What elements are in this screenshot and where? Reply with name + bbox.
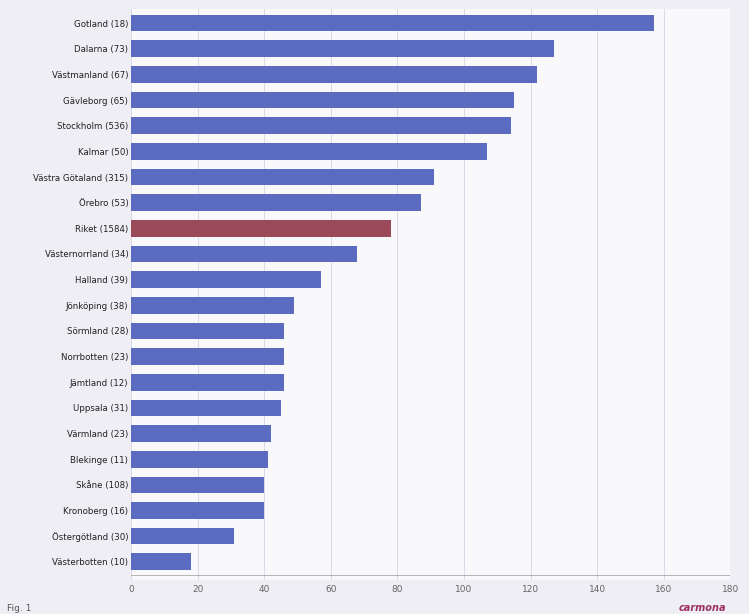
Bar — [131, 322, 284, 340]
Bar — [131, 502, 264, 519]
Bar — [131, 117, 511, 134]
Bar — [131, 476, 264, 493]
Bar — [131, 400, 281, 416]
Bar — [131, 451, 267, 467]
Bar — [131, 15, 654, 31]
Bar — [131, 220, 391, 236]
Bar — [131, 348, 284, 365]
Bar — [131, 246, 357, 262]
Text: carmona: carmona — [679, 603, 727, 613]
Bar — [131, 66, 537, 83]
Bar — [131, 41, 554, 57]
Bar — [131, 169, 434, 185]
Bar — [131, 91, 514, 109]
Bar — [131, 195, 421, 211]
Bar — [131, 528, 234, 545]
Bar — [131, 426, 271, 442]
Bar — [131, 143, 488, 160]
Bar — [131, 271, 321, 288]
Text: Fig. 1: Fig. 1 — [7, 604, 32, 613]
Bar — [131, 374, 284, 391]
Bar — [131, 553, 191, 570]
Bar — [131, 297, 294, 314]
